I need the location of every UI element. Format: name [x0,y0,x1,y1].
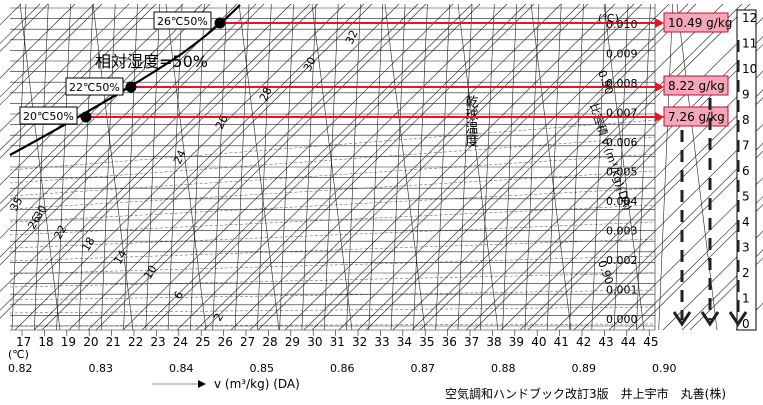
right-scale-tick: 2 [742,266,750,280]
humidity-tick: 0.009 [606,48,638,61]
humidity-tick: 0.006 [606,136,638,149]
wet-bulb-label: 26 [25,213,43,232]
right-scale-tick: 12 [742,11,757,25]
dry-bulb-tick: 43 [598,335,613,349]
right-scale-tick: 4 [742,215,750,229]
right-scale-tick: 8 [742,113,750,127]
volume-axis-label: v (m³/kg) (DA) [214,377,300,391]
right-scale-tick: 10 [742,62,757,76]
dry-bulb-diag-label: 30 [301,55,319,73]
wet-bulb-label: 18 [79,235,97,254]
dry-bulb-tick: 36 [442,335,457,349]
dry-bulb-tick: 41 [554,335,569,349]
dry-bulb-tick: 27 [240,335,255,349]
humidity-tick: 0.001 [606,284,638,297]
dry-bulb-tick: 45 [643,335,658,349]
wet-bulb-label: 6 [171,289,186,302]
point-20c50 [80,111,92,123]
dry-bulb-tick: 32 [352,335,367,349]
wet-bulb-label: 30 [31,203,49,222]
volume-tick: 0.89 [572,362,597,375]
humidity-tick: 0.003 [606,225,638,238]
dry-bulb-tick: 20 [83,335,98,349]
dry-bulb-diag-label: 28 [257,85,275,103]
value-lines [86,18,664,122]
dry-bulb-tick: 37 [464,335,479,349]
volume-tick: 0.84 [169,362,194,375]
dry-bulb-tick: 38 [486,335,501,349]
wet-bulb-label: 10 [141,263,159,282]
point-26c50 [214,17,226,29]
dry-bulb-diag-label: 24 [171,148,189,166]
right-scale-tick: 11 [742,37,757,51]
humidity-tick: 0.000 [606,313,638,326]
dry-bulb-unit: (℃) [598,12,619,25]
dry-bulb-tick: 29 [285,335,300,349]
dry-bulb-diag-label: 26 [213,113,231,131]
volume-tick: 0.90 [652,362,677,375]
dry-bulb-tick: 35 [419,335,434,349]
wet-bulb-label: 14 [111,248,129,267]
dry-bulb-tick: 23 [150,335,165,349]
volume-tick: 0.87 [411,362,436,375]
point-label-26: 26℃50% [157,15,208,28]
dry-bulb-tick: 44 [621,335,636,349]
humidity-tick: 0.007 [606,107,638,120]
dry-bulb-diag-label: 32 [343,28,361,46]
source-credit: 空気調和ハンドブック改訂3版 井上宇市 丸善(株) [445,386,726,401]
point-22c50 [125,81,137,93]
right-scale-tick: 6 [742,164,750,178]
dry-bulb-tick: 22 [128,335,143,349]
rh-label: 相対湿度=50% [95,52,208,71]
volume-tick: 0.83 [89,362,114,375]
value-label-26: 10.49 g/kg [668,16,732,30]
humidity-tick: 0.002 [606,254,638,267]
dry-bulb-tick: 21 [106,335,121,349]
dry-bulb-tick: 25 [195,335,210,349]
dry-bulb-tick: 30 [307,335,322,349]
wet-bulb-label: 2 [211,311,226,324]
right-scale-tick: 3 [742,241,750,255]
point-label-22: 22℃50% [69,81,120,94]
dry-bulb-tick: 28 [262,335,277,349]
dry-bulb-vertical-label: 乾球温度 [463,95,479,147]
right-scale-tick: 9 [742,88,750,102]
dry-bulb-tick: 18 [38,335,53,349]
humidity-tick: 0.010 [606,18,638,31]
volume-tick: 0.85 [250,362,275,375]
humidity-tick: 0.004 [606,195,638,208]
right-scale-tick: 0 [742,317,750,331]
dry-bulb-tick: 39 [509,335,524,349]
volume-tick: 0.86 [330,362,355,375]
right-scale-tick: 7 [742,139,750,153]
value-label-20: 7.26 g/kg [668,110,725,124]
dry-bulb-tick: 33 [374,335,389,349]
dry-bulb-tick: 34 [397,335,412,349]
humidity-tick: 0.005 [606,166,638,179]
right-scale-tick: 1 [742,292,750,306]
dry-bulb-tick: 42 [576,335,591,349]
dry-bulb-unit-bottom: (℃) [8,348,29,361]
dashed-arrows [672,40,748,327]
dry-bulb-tick: 26 [218,335,233,349]
chart-grid [0,3,763,388]
wet-bulb-label: 22 [51,223,69,242]
point-label-20: 20℃50% [23,110,74,123]
value-label-22: 8.22 g/kg [668,79,725,93]
volume-tick: 0.88 [491,362,516,375]
right-scale-tick: 5 [742,190,750,204]
dry-bulb-tick: 24 [173,335,188,349]
dry-bulb-tick: 17 [16,335,31,349]
wet-bulb-label: 35 [7,195,25,214]
dry-bulb-tick: 40 [531,335,546,349]
humidity-tick: 0.008 [606,77,638,90]
dry-bulb-tick: 31 [330,335,345,349]
dry-bulb-tick: 19 [61,335,76,349]
volume-tick: 0.82 [8,362,33,375]
